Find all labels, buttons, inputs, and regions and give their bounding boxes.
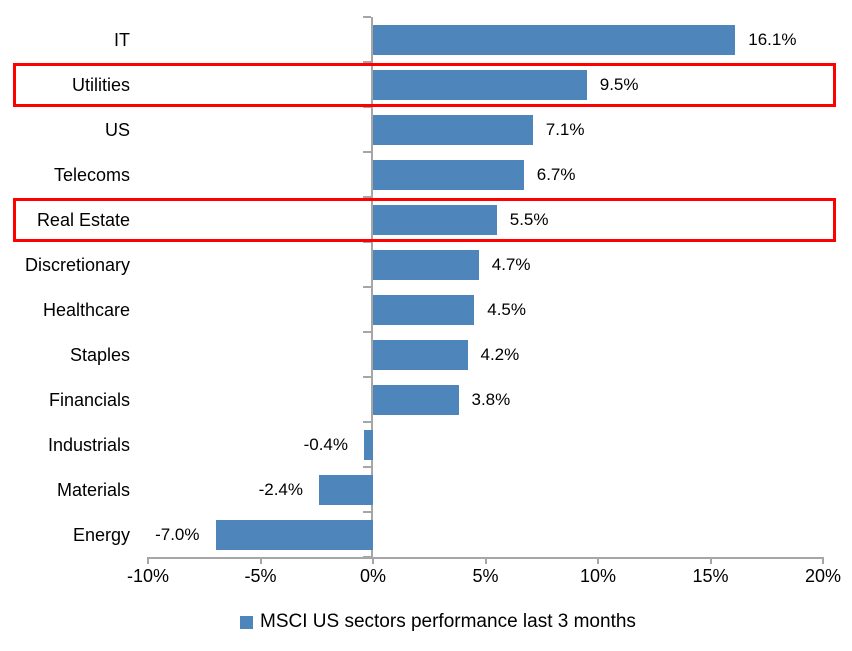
category-label: Industrials — [47, 434, 130, 455]
value-axis-tick — [372, 557, 374, 564]
value-label: 9.5% — [599, 74, 639, 94]
category-label: Utilities — [71, 74, 130, 95]
value-label: 4.2% — [480, 344, 520, 364]
bar — [373, 69, 587, 100]
category-axis-line — [371, 17, 373, 557]
bar — [215, 519, 373, 550]
bar — [373, 159, 524, 190]
legend-label: MSCI US sectors performance last 3 month… — [260, 611, 636, 632]
category-tick — [363, 421, 371, 423]
category-tick — [363, 511, 371, 513]
value-label: 4.5% — [487, 299, 526, 319]
bar — [319, 474, 373, 505]
value-axis-tick-label: 15% — [692, 566, 729, 586]
category-tick — [363, 331, 371, 333]
category-label: Discretionary — [24, 254, 130, 275]
category-tick — [363, 241, 371, 243]
bar — [364, 429, 373, 460]
value-label: 7.1% — [545, 119, 585, 139]
value-axis-tick — [597, 557, 599, 564]
value-label: -7.0% — [155, 524, 200, 544]
value-axis-tick — [147, 557, 149, 564]
value-axis-tick-label: -10% — [126, 566, 170, 586]
bar — [373, 384, 459, 415]
category-tick — [363, 286, 371, 288]
category-tick — [363, 106, 371, 108]
category-tick — [363, 376, 371, 378]
value-axis-tick — [259, 557, 262, 564]
category-label: US — [104, 119, 130, 140]
value-axis-tick-label: 5% — [472, 566, 499, 586]
legend-marker-icon — [240, 615, 253, 629]
category-label: Materials — [56, 479, 130, 500]
category-tick — [363, 151, 371, 153]
value-axis-tick — [484, 557, 487, 564]
value-label: 5.5% — [509, 209, 549, 229]
bar — [373, 294, 475, 325]
bar — [373, 114, 533, 145]
bar — [373, 339, 468, 370]
value-axis-tick-label: 10% — [579, 566, 617, 586]
category-tick — [363, 16, 371, 18]
bar — [373, 249, 479, 280]
value-label: 6.7% — [536, 164, 576, 184]
category-label: Real Estate — [36, 209, 130, 230]
value-label: 16.1% — [748, 29, 797, 49]
category-label: Financials — [48, 389, 130, 410]
category-label: IT — [114, 29, 130, 50]
category-label: Staples — [69, 344, 130, 365]
value-axis-tick — [822, 557, 824, 564]
category-label: Energy — [72, 524, 130, 545]
value-axis-tick-label: 20% — [804, 566, 842, 586]
value-label: -2.4% — [258, 479, 303, 499]
category-tick — [363, 466, 371, 468]
value-label: 3.8% — [471, 389, 511, 409]
value-label: 4.7% — [491, 254, 531, 274]
bar — [373, 204, 497, 235]
category-label: Telecoms — [53, 164, 130, 185]
category-label: Healthcare — [42, 299, 130, 320]
bar — [373, 24, 736, 55]
category-tick — [363, 61, 371, 63]
value-label: -0.4% — [303, 434, 348, 454]
value-axis-tick — [709, 557, 712, 564]
category-tick — [363, 196, 371, 198]
legend: MSCI US sectors performance last 3 month… — [240, 611, 636, 633]
value-axis-tick-label: 0% — [359, 566, 386, 586]
value-axis-tick-label: -5% — [244, 566, 277, 586]
